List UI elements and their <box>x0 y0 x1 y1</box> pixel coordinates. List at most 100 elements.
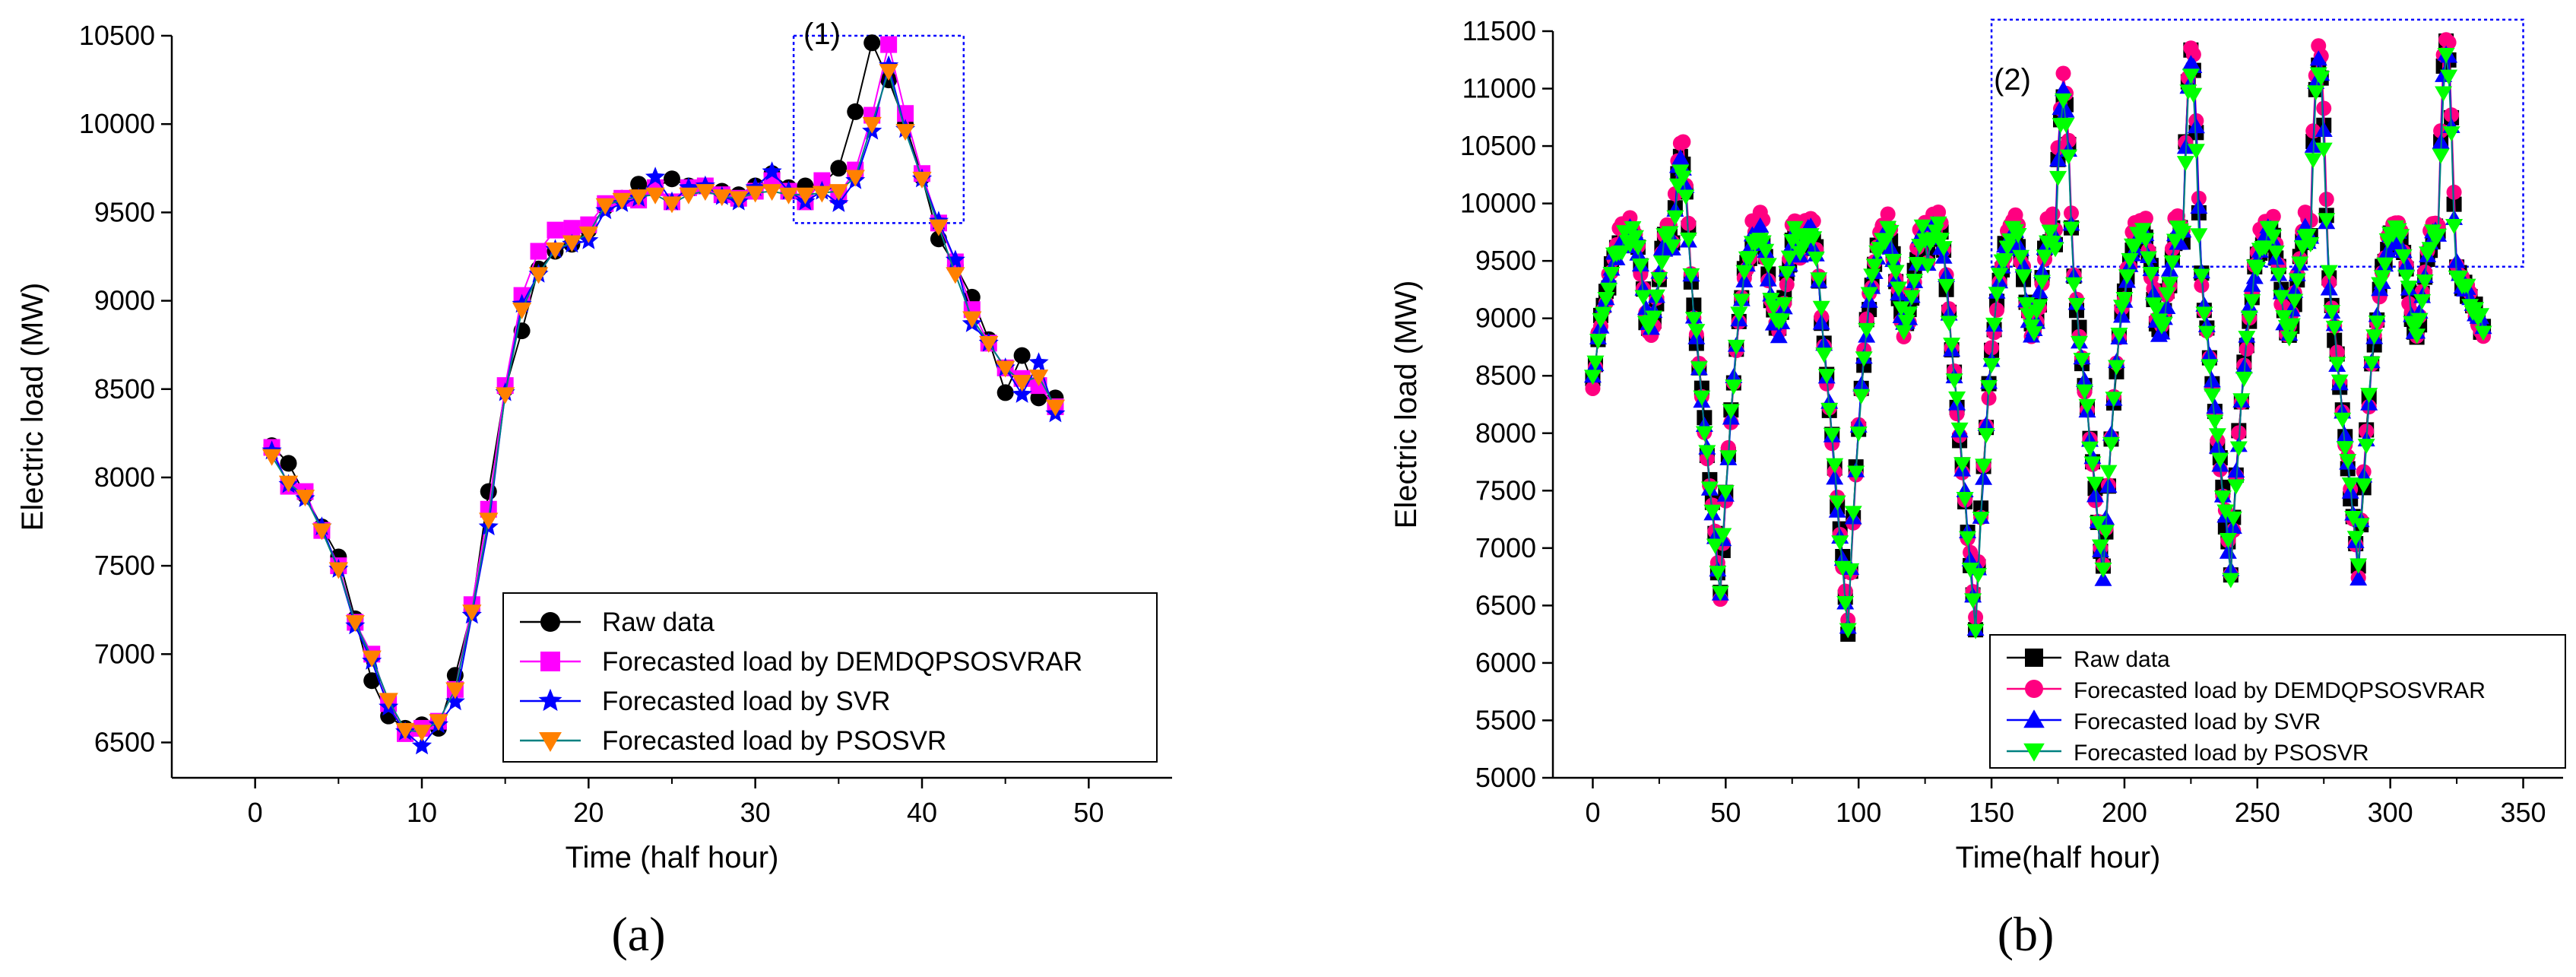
data-point <box>2329 344 2345 360</box>
data-point <box>2094 562 2112 578</box>
data-point <box>845 170 865 187</box>
data-point <box>2397 255 2416 271</box>
data-point <box>2373 270 2391 286</box>
data-point <box>295 490 315 507</box>
data-point <box>1852 376 1871 392</box>
data-point <box>1028 370 1049 387</box>
data-point <box>1583 370 1602 385</box>
legend-marker <box>2023 709 2045 728</box>
data-point <box>1722 404 1740 420</box>
x-tick-label: 50 <box>1073 797 1104 828</box>
data-point <box>1634 290 1652 306</box>
data-point <box>1629 239 1647 255</box>
data-point <box>1950 422 1969 438</box>
data-point <box>2102 436 2120 452</box>
data-point <box>829 184 848 201</box>
data-point <box>1597 292 1615 308</box>
data-point <box>2033 274 2052 290</box>
data-point <box>2134 223 2152 239</box>
data-point <box>1709 566 1727 582</box>
data-point <box>2201 359 2219 375</box>
data-point <box>1828 495 1846 511</box>
data-point <box>2067 297 2086 313</box>
x-tick-label: 40 <box>907 797 937 828</box>
data-point <box>278 475 299 493</box>
data-point <box>2045 206 2061 222</box>
data-point <box>645 187 665 205</box>
data-point <box>2201 346 2219 362</box>
data-point <box>2083 456 2102 472</box>
data-point <box>746 186 765 203</box>
x-tick-label: 20 <box>573 797 604 828</box>
data-point <box>1759 271 1777 287</box>
panel-label: (b) <box>1998 907 2055 961</box>
data-point <box>1823 427 1841 443</box>
data-point <box>2139 251 2157 267</box>
data-point <box>1631 258 1649 274</box>
data-point <box>930 230 947 248</box>
data-point <box>2318 213 2336 229</box>
data-point <box>695 184 715 201</box>
data-point <box>1764 300 1782 316</box>
data-point <box>1964 593 1982 609</box>
data-point <box>2339 454 2357 470</box>
data-point <box>1759 258 1777 274</box>
y-tick-label: 6500 <box>1475 589 1536 620</box>
data-point <box>1906 274 1924 290</box>
data-point <box>1589 334 1607 350</box>
data-point <box>412 725 432 742</box>
data-point <box>1943 338 1961 354</box>
data-point <box>1966 623 1985 639</box>
data-point <box>2203 388 2221 404</box>
data-point <box>1959 531 1977 547</box>
data-point <box>2049 151 2067 167</box>
data-point <box>2208 428 2226 444</box>
data-point <box>1855 351 1873 367</box>
data-point <box>2062 221 2080 237</box>
data-point <box>530 243 547 260</box>
data-point <box>996 360 1016 378</box>
data-point <box>2030 299 2048 315</box>
data-point <box>629 189 648 207</box>
data-point <box>1972 512 1990 528</box>
data-point <box>2272 290 2290 306</box>
data-point <box>2182 68 2200 84</box>
data-point <box>1913 219 1931 235</box>
data-point <box>962 311 982 328</box>
data-point <box>2059 149 2077 165</box>
y-tick-label: 6000 <box>1475 647 1536 678</box>
data-point <box>496 387 515 404</box>
y-tick-label: 9000 <box>94 285 155 316</box>
data-point <box>2416 274 2434 290</box>
data-point <box>1880 206 1896 222</box>
data-point <box>2158 299 2176 315</box>
data-point <box>2408 328 2426 344</box>
data-point <box>1647 289 1665 305</box>
y-tick-label: 7500 <box>1475 474 1536 506</box>
data-point <box>678 177 699 196</box>
data-point <box>1969 568 1988 584</box>
data-point <box>2451 271 2469 287</box>
data-point <box>2115 291 2134 307</box>
data-point <box>1711 585 1729 601</box>
data-point <box>2075 371 2093 387</box>
data-point <box>912 171 932 189</box>
data-point <box>528 267 549 284</box>
data-point <box>2437 47 2455 63</box>
data-point <box>2163 255 2182 271</box>
data-point <box>1984 340 2000 356</box>
data-point <box>612 192 632 210</box>
legend-marker <box>538 688 562 712</box>
data-point <box>1977 428 1995 444</box>
data-point <box>2118 269 2136 285</box>
x-tick-label: 100 <box>1836 797 1881 828</box>
data-point <box>2099 465 2118 481</box>
data-point <box>2009 228 2027 244</box>
data-point <box>645 167 666 186</box>
data-point <box>729 191 749 208</box>
data-point <box>1826 469 1844 485</box>
data-point <box>1682 268 1700 284</box>
data-point <box>261 449 282 466</box>
y-tick-label: 7000 <box>94 638 155 669</box>
data-point <box>2144 284 2163 300</box>
